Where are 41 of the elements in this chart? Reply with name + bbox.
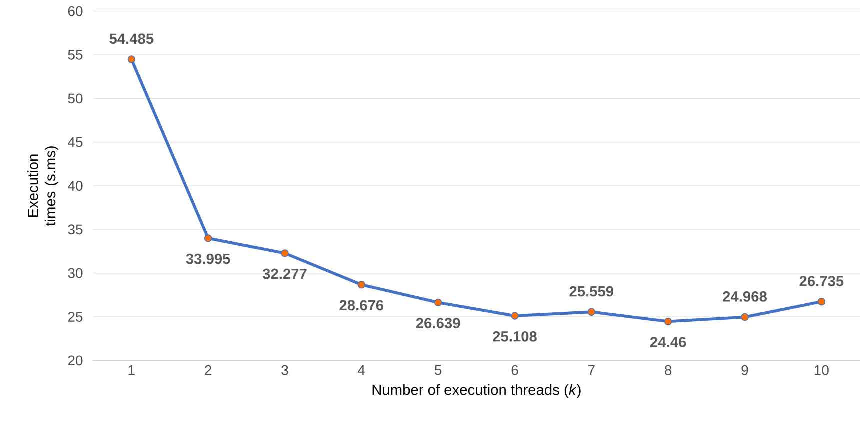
x-tick-label: 1 [128, 365, 135, 376]
x-tick-label: 4 [358, 365, 366, 376]
data-label: 25.559 [570, 286, 614, 297]
point [358, 281, 366, 289]
x-axis-title: Number of execution threads (k) [372, 384, 581, 398]
y-tick-label: 25 [68, 312, 83, 322]
point [818, 298, 826, 306]
point [741, 313, 749, 322]
point [434, 298, 442, 307]
data-label: 26.639 [416, 318, 460, 328]
x-tick-label: 9 [742, 365, 748, 376]
x-tick-label: 10 [814, 365, 829, 376]
data-label: 26.735 [800, 276, 844, 286]
x-tick-label: 8 [665, 365, 672, 376]
y-tick-label: 35 [68, 224, 83, 235]
x-tick-label: 2 [205, 365, 212, 376]
x-tick-label: 5 [435, 365, 442, 376]
data-label: 28.676 [340, 300, 384, 311]
y-tick-label: 60 [68, 6, 83, 16]
y-axis-title: Execution times (s.ms) [28, 146, 59, 226]
y-tick-label: 50 [68, 94, 83, 104]
point [664, 318, 672, 326]
point [588, 308, 596, 316]
y-tick-label: 20 [68, 356, 83, 366]
x-tick-label: 7 [588, 365, 595, 376]
point [281, 250, 289, 258]
y-tick-label: 30 [68, 268, 83, 278]
data-label: 32.277 [262, 268, 307, 280]
data-label: 54.485 [110, 34, 154, 44]
y-tick-label: 55 [68, 50, 83, 60]
y-tick-label: 45 [68, 137, 83, 148]
data-label: 24.968 [723, 292, 767, 302]
data-label: 33.995 [186, 254, 230, 264]
x-tick-label: 6 [512, 365, 518, 376]
x-tick-label: 3 [282, 365, 288, 376]
point [128, 56, 136, 64]
data-label: 25.108 [493, 331, 537, 342]
point [511, 312, 519, 320]
point [204, 234, 212, 242]
data-label: 24.46 [650, 337, 686, 348]
y-tick-label: 40 [68, 181, 83, 191]
